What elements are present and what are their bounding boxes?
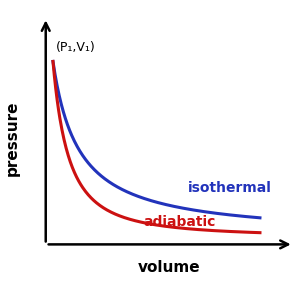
Text: (P₁,V₁): (P₁,V₁): [55, 41, 95, 54]
Text: adiabatic: adiabatic: [144, 215, 216, 229]
Text: isothermal: isothermal: [188, 181, 271, 195]
Text: volume: volume: [138, 260, 201, 275]
Text: pressure: pressure: [5, 101, 20, 177]
